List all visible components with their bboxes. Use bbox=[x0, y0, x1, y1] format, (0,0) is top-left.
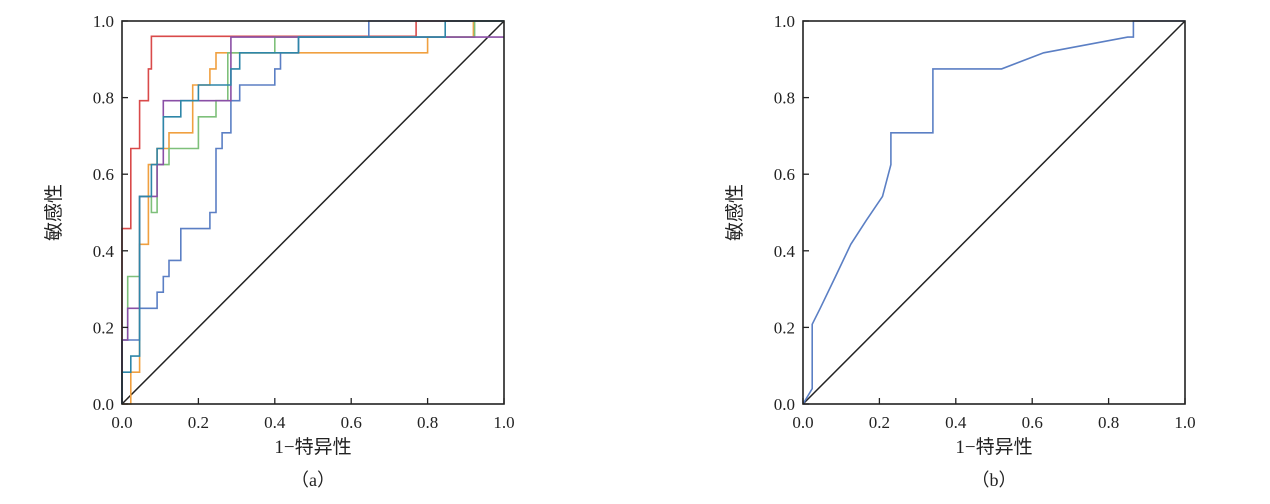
roc-panel-b: 0.0 0.2 0.4 0.6 0.8 1.0 0.0 0.2 0.4 0.6 0.8 1.0 1−特… bbox=[724, 12, 1196, 490]
reference-diagonal-line bbox=[802, 20, 1186, 405]
roc-curve-6 bbox=[121, 20, 504, 404]
roc-curve-5 bbox=[121, 36, 504, 404]
y-axis-label: 敏感性 bbox=[43, 184, 65, 241]
y-tick-label: 0.6 bbox=[93, 165, 114, 184]
x-axis-label: 1−特异性 bbox=[955, 436, 1032, 458]
x-tick-label: 0.4 bbox=[945, 413, 967, 432]
y-tick-label: 0.6 bbox=[774, 165, 795, 184]
y-tick-label: 1.0 bbox=[774, 12, 795, 31]
x-tick-label: 0.6 bbox=[1022, 413, 1043, 432]
x-tick-label: 0.4 bbox=[264, 413, 286, 432]
y-axis-label: 敏感性 bbox=[724, 184, 746, 241]
x-tick-label: 0.6 bbox=[341, 413, 362, 432]
y-tick-label: 0.4 bbox=[93, 242, 115, 261]
y-tick-label: 0.4 bbox=[774, 242, 796, 261]
y-tick-label: 0.8 bbox=[774, 89, 795, 108]
x-axis-label: 1−特异性 bbox=[274, 436, 351, 458]
x-tick-label: 0.2 bbox=[869, 413, 890, 432]
roc-curve-3 bbox=[121, 20, 504, 404]
x-tick-label: 0.0 bbox=[111, 413, 132, 432]
y-tick-label: 0.2 bbox=[93, 318, 114, 337]
x-tick-label: 0.8 bbox=[1098, 413, 1119, 432]
y-tick-label: 1.0 bbox=[93, 12, 114, 31]
x-tick-label: 1.0 bbox=[493, 413, 514, 432]
panel-caption: （b） bbox=[972, 470, 1017, 490]
y-tick-label: 0.0 bbox=[774, 395, 795, 414]
x-tick-label: 0.0 bbox=[792, 413, 813, 432]
panel-caption: （a） bbox=[291, 470, 335, 490]
roc-curve-4 bbox=[121, 20, 504, 404]
x-tick-label: 0.2 bbox=[188, 413, 209, 432]
y-tick-label: 0.8 bbox=[93, 89, 114, 108]
x-tick-label: 0.8 bbox=[417, 413, 438, 432]
reference-diagonal-line bbox=[121, 20, 505, 405]
roc-panel-a: 0.0 0.2 0.4 0.6 0.8 1.0 0.0 0.2 0.4 0.6 0.8 1.0 1−特… bbox=[43, 12, 515, 490]
roc-curve-1 bbox=[802, 20, 1185, 405]
plot-frame bbox=[121, 20, 505, 405]
y-tick-label: 0.0 bbox=[93, 395, 114, 414]
y-tick-label: 0.2 bbox=[774, 318, 795, 337]
plot-frame bbox=[802, 20, 1186, 405]
x-tick-label: 1.0 bbox=[1174, 413, 1195, 432]
